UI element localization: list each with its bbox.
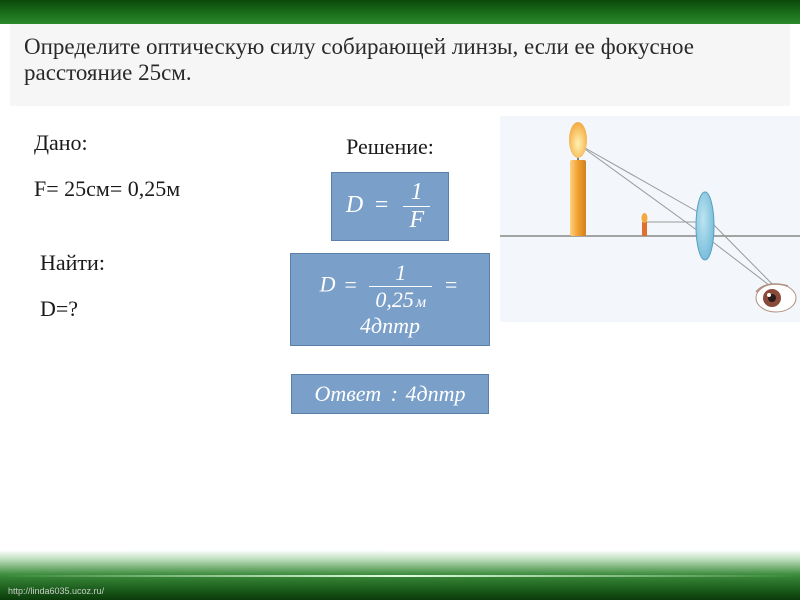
formula-calculation: D = 1 0,25м = 4дптр (290, 253, 490, 346)
f2-rhs-unit: дптр (371, 313, 420, 338)
f2-fraction: 1 0,25м (369, 260, 432, 313)
footer-url: http://linda6035.ucoz.ru/ (8, 586, 104, 596)
optics-svg (500, 116, 800, 322)
decorative-top-bar (0, 0, 800, 24)
answer-label: Ответ (314, 381, 381, 406)
answer-sep: : (391, 381, 398, 406)
answer-box: Ответ : 4дптр (291, 374, 488, 414)
decorative-bottom-bar (0, 550, 800, 600)
solution-title: Решение: (290, 134, 490, 160)
answer-unit: дптр (416, 381, 465, 406)
solution-column: Решение: D = 1 F D = 1 0,25м = 4дптр Отв… (290, 134, 490, 414)
given-column: Дано: F= 25см= 0,25м Найти: D=? (34, 130, 264, 342)
f2-num: 1 (369, 260, 432, 287)
problem-statement: Определите оптическую силу собирающей ли… (10, 24, 790, 106)
problem-text: Определите оптическую силу собирающей ли… (24, 34, 694, 85)
f2-lhs: D (320, 272, 336, 297)
content-area: Дано: F= 25см= 0,25м Найти: D=? Решение:… (0, 116, 800, 550)
f1-num: 1 (403, 179, 430, 207)
f2-den: 0,25м (369, 287, 432, 313)
f2-eq1: = (343, 272, 358, 297)
f2-rhs-val: 4 (360, 313, 371, 338)
formula-definition: D = 1 F (331, 172, 449, 241)
f1-den: F (403, 207, 430, 234)
given-focal-length: F= 25см= 0,25м (34, 176, 264, 202)
find-title: Найти: (40, 250, 264, 276)
find-value: D=? (40, 296, 264, 322)
f2-eq2: = (444, 272, 459, 297)
given-title: Дано: (34, 130, 264, 156)
f1-fraction: 1 F (403, 179, 430, 234)
f1-eq: = (373, 192, 389, 218)
optics-illustration (500, 116, 800, 322)
f1-lhs: D (346, 192, 363, 218)
answer-val: 4 (405, 381, 416, 406)
